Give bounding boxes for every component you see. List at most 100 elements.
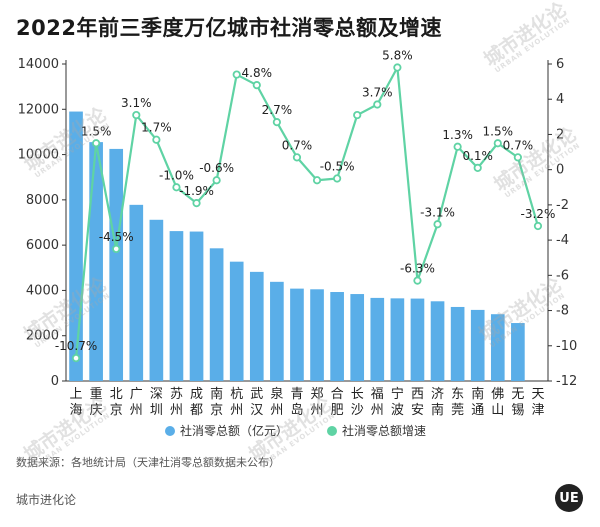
bar <box>249 271 264 381</box>
bar <box>390 298 405 381</box>
category-label: 福州 <box>371 387 384 418</box>
line-points <box>71 63 543 363</box>
line-point <box>92 139 101 148</box>
line-point <box>413 276 422 285</box>
category-label: 宁波 <box>391 386 404 418</box>
legend-bar-label: 社消零总额（亿元） <box>180 423 288 438</box>
category-label: 天津 <box>531 387 544 418</box>
right-axis-tick-label: 2 <box>556 127 564 142</box>
category-label: 郑州 <box>311 387 324 418</box>
line-point <box>333 174 342 183</box>
category-label: 无锡 <box>511 387 524 418</box>
line-point <box>252 81 261 90</box>
right-axis-tick-label: -6 <box>556 268 569 283</box>
bar <box>169 231 184 381</box>
bar <box>290 288 304 381</box>
line-point <box>232 70 241 79</box>
category-label: 南京 <box>210 386 223 418</box>
right-axis-tick-label: -10 <box>556 339 577 354</box>
data-label: -0.6% <box>199 161 234 175</box>
right-axis-tick-label: -8 <box>556 304 569 319</box>
left-axis: 0 2000 4000 6000 8000 10000 12000 14000 <box>18 57 548 389</box>
left-axis-tick-label: 2000 <box>26 329 59 344</box>
line-point <box>312 176 322 185</box>
category-label: 南通 <box>471 386 484 418</box>
line-point <box>393 63 402 72</box>
legend: 社消零总额（亿元） 社消零总额增速 <box>165 423 426 438</box>
bar <box>511 323 525 381</box>
growth-line <box>74 66 540 359</box>
line-point <box>292 153 302 162</box>
bar-series <box>69 111 525 382</box>
data-label: 3.7% <box>362 86 393 100</box>
right-axis-tick-label: 6 <box>556 57 564 72</box>
category-label: 武汉 <box>250 387 263 418</box>
category-label: 长沙 <box>351 387 364 418</box>
data-labels: -10.7% 1.5% -4.5% 3.1% 1.7% -1.0% -1.9% -0.6% 4.… <box>55 49 556 354</box>
right-axis: 6 4 2 0 -2 -4 -6 -8 -10 -12 <box>547 57 577 389</box>
data-label: -1.9% <box>179 184 214 198</box>
data-label: 1.7% <box>141 121 172 135</box>
data-label: 1.3% <box>442 128 473 142</box>
data-label: -3.1% <box>420 205 455 219</box>
category-label: 合肥 <box>331 387 344 418</box>
line-point <box>71 354 81 363</box>
data-label: 0.7% <box>282 138 313 152</box>
right-axis-tick-label: -2 <box>556 198 569 213</box>
bar <box>209 248 224 381</box>
data-label: -6.3% <box>400 262 435 276</box>
data-label: 1.5% <box>81 124 112 138</box>
bar <box>430 301 445 381</box>
right-axis-tick-label: 4 <box>556 92 564 107</box>
line-point <box>192 199 201 208</box>
bar <box>350 294 365 381</box>
bar <box>310 289 324 381</box>
left-axis-tick-label: 12000 <box>18 102 59 117</box>
bar <box>370 297 385 381</box>
data-label: -3.2% <box>521 207 556 221</box>
brand-logo: UE <box>555 484 583 512</box>
bar <box>89 142 103 381</box>
category-label: 苏州 <box>170 386 183 418</box>
legend-line-label: 社消零总额增速 <box>342 423 426 438</box>
data-label: -4.5% <box>99 230 134 244</box>
line-point <box>132 110 141 120</box>
category-label: 杭州 <box>230 387 243 418</box>
bar <box>490 314 505 381</box>
right-axis-tick-label: -12 <box>556 374 577 389</box>
line-point <box>172 183 181 192</box>
data-label: 0.7% <box>503 138 534 152</box>
category-label: 青岛 <box>290 387 303 418</box>
source-note: 数据来源：各地统计局（天津社消零总额数据未公布） <box>16 456 280 469</box>
legend-line-swatch <box>327 426 337 436</box>
left-axis-tick-label: 0 <box>51 374 59 389</box>
line-point <box>112 244 121 254</box>
left-axis-tick-label: 14000 <box>18 57 59 72</box>
page-title: 2022年前三季度万亿城市社消零总额及增速 <box>16 16 442 40</box>
data-label: 2.7% <box>262 103 293 117</box>
bar <box>330 292 344 381</box>
line-point <box>453 142 462 151</box>
left-axis-tick-label: 4000 <box>26 283 59 298</box>
category-label: 重庆 <box>90 386 103 418</box>
category-label: 成都 <box>190 387 203 418</box>
category-label: 深圳 <box>150 387 163 418</box>
category-label: 广州 <box>130 387 143 418</box>
line-point <box>433 220 442 229</box>
bar <box>270 281 284 381</box>
data-label: 0.1% <box>462 149 493 163</box>
category-label: 济南 <box>431 387 444 418</box>
category-label: 泉州 <box>270 386 283 418</box>
bar <box>410 298 425 381</box>
bar <box>129 204 144 381</box>
bar <box>189 231 204 381</box>
category-labels: 上海重庆北京广州深圳苏州成都南京杭州武汉泉州青岛郑州合肥长沙福州宁波西安济南东莞… <box>70 386 545 418</box>
right-axis-tick-label: 0 <box>556 163 564 178</box>
data-label: 1.5% <box>483 124 514 138</box>
line-series <box>74 66 540 359</box>
bar <box>229 261 244 381</box>
bar <box>109 148 124 381</box>
line-point <box>473 163 482 173</box>
data-label: -0.5% <box>320 159 355 173</box>
